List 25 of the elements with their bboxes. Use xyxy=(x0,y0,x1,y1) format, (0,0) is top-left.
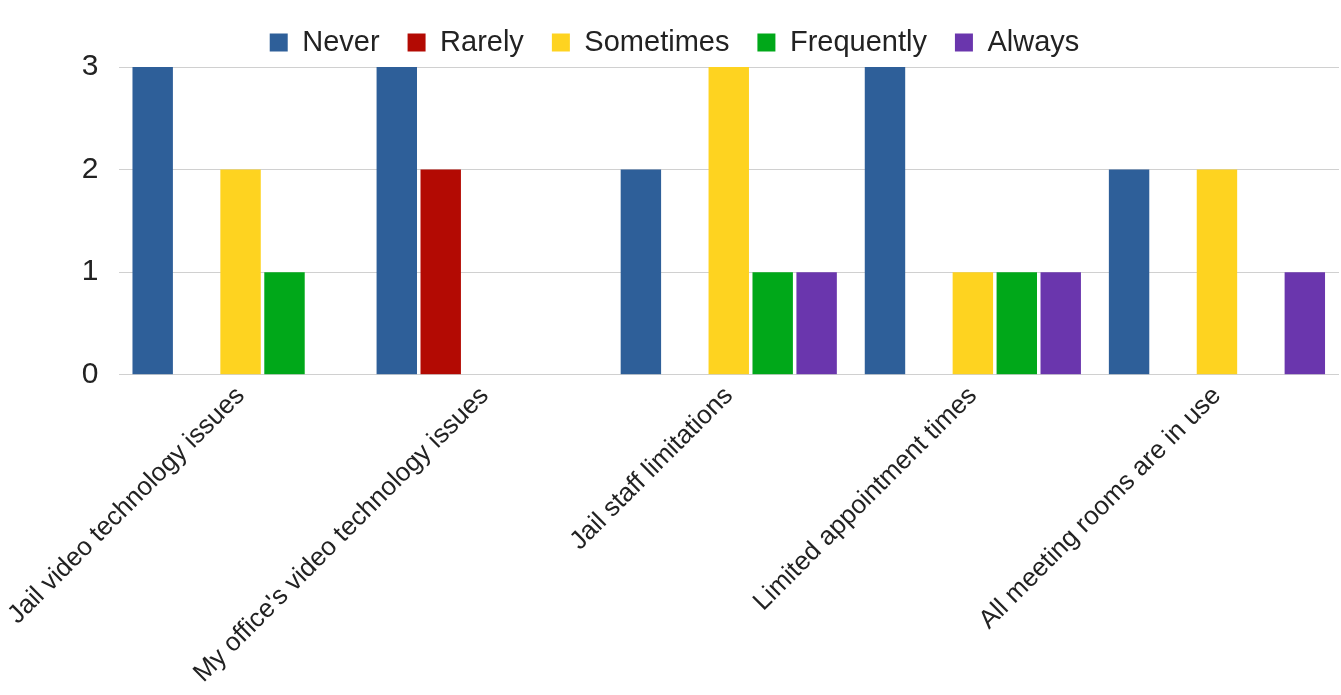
bar xyxy=(620,169,662,375)
bar xyxy=(752,272,793,375)
bar xyxy=(132,67,173,375)
bar xyxy=(996,272,1037,375)
legend-label: Frequently xyxy=(789,24,928,57)
bar xyxy=(796,272,837,375)
y-tick-label: 2 xyxy=(81,150,99,184)
bar xyxy=(264,272,305,375)
bar xyxy=(1284,272,1326,375)
bar xyxy=(864,67,906,375)
y-tick-label: 1 xyxy=(81,253,99,287)
legend-label: Rarely xyxy=(440,24,525,57)
bar xyxy=(1196,169,1238,375)
legend-label: Never xyxy=(302,24,380,57)
bar xyxy=(1108,169,1150,375)
bar xyxy=(376,67,417,375)
bar xyxy=(952,272,994,375)
y-tick-label: 0 xyxy=(81,355,99,389)
bar xyxy=(708,67,749,375)
bar xyxy=(220,169,261,375)
legend-label: Sometimes xyxy=(584,24,730,57)
y-tick-label: 3 xyxy=(81,48,99,82)
bar xyxy=(420,169,461,375)
legend-label: Always xyxy=(987,24,1080,57)
bar xyxy=(1040,272,1081,375)
